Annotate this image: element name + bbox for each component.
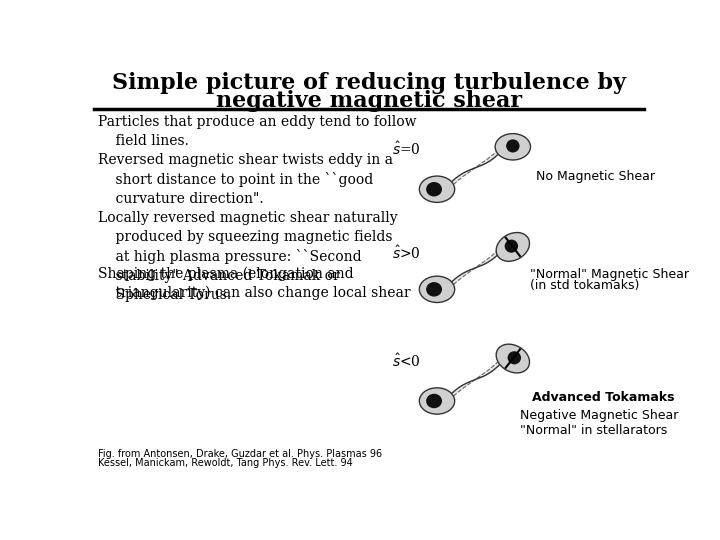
Text: Particles that produce an eddy tend to follow
    field lines.
Reversed magnetic: Particles that produce an eddy tend to f… xyxy=(98,115,416,302)
Text: $\hat{s}$=0: $\hat{s}$=0 xyxy=(392,141,421,158)
Text: No Magnetic Shear: No Magnetic Shear xyxy=(536,170,654,183)
Text: Shaping the plasma (elongation and
    triangularity) can also change local shea: Shaping the plasma (elongation and trian… xyxy=(98,267,410,300)
Text: Advanced Tokamaks: Advanced Tokamaks xyxy=(532,391,674,404)
Ellipse shape xyxy=(419,176,454,202)
Polygon shape xyxy=(446,355,504,405)
Text: Simple picture of reducing turbulence by: Simple picture of reducing turbulence by xyxy=(112,72,626,94)
Text: "Normal" Magnetic Shear: "Normal" Magnetic Shear xyxy=(530,268,689,281)
Ellipse shape xyxy=(426,394,442,408)
Ellipse shape xyxy=(419,388,454,414)
Text: $\hat{s}$<0: $\hat{s}$<0 xyxy=(392,353,421,370)
Text: $\hat{s}$>0: $\hat{s}$>0 xyxy=(392,245,421,262)
Ellipse shape xyxy=(506,139,520,152)
Ellipse shape xyxy=(426,282,442,296)
Ellipse shape xyxy=(426,182,442,197)
Text: Kessel, Manickam, Rewoldt, Tang Phys. Rev. Lett. 94: Kessel, Manickam, Rewoldt, Tang Phys. Re… xyxy=(98,458,353,468)
Ellipse shape xyxy=(508,351,521,364)
Polygon shape xyxy=(446,143,504,193)
Text: negative magnetic shear: negative magnetic shear xyxy=(216,90,522,112)
Ellipse shape xyxy=(496,344,529,373)
Text: Negative Magnetic Shear
"Normal" in stellarators: Negative Magnetic Shear "Normal" in stel… xyxy=(520,409,678,437)
Text: Fig. from Antonsen, Drake, Guzdar et al. Phys. Plasmas 96: Fig. from Antonsen, Drake, Guzdar et al.… xyxy=(98,449,382,459)
Polygon shape xyxy=(446,243,504,293)
Ellipse shape xyxy=(496,233,529,261)
Ellipse shape xyxy=(505,240,518,253)
Text: (in std tokamaks): (in std tokamaks) xyxy=(530,279,639,292)
Ellipse shape xyxy=(495,133,531,160)
Ellipse shape xyxy=(419,276,454,302)
